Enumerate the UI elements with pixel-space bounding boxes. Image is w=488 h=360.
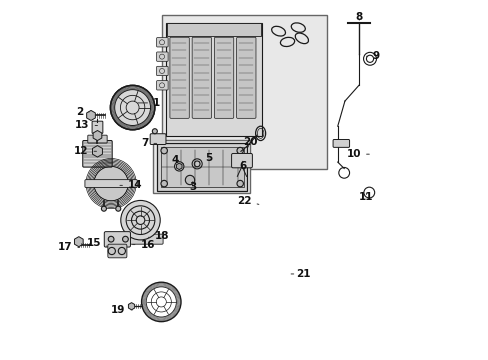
FancyBboxPatch shape bbox=[156, 38, 168, 47]
Text: 15: 15 bbox=[86, 238, 107, 248]
Polygon shape bbox=[74, 237, 83, 247]
FancyBboxPatch shape bbox=[104, 231, 130, 247]
Circle shape bbox=[116, 206, 121, 211]
FancyBboxPatch shape bbox=[166, 23, 261, 136]
Text: 21: 21 bbox=[290, 269, 310, 279]
FancyBboxPatch shape bbox=[118, 234, 163, 244]
Text: 2: 2 bbox=[76, 107, 89, 117]
Text: 12: 12 bbox=[74, 146, 96, 156]
Text: 10: 10 bbox=[346, 149, 368, 159]
FancyBboxPatch shape bbox=[162, 15, 326, 169]
FancyBboxPatch shape bbox=[192, 37, 211, 118]
Text: 13: 13 bbox=[75, 121, 97, 130]
FancyBboxPatch shape bbox=[108, 244, 126, 258]
Polygon shape bbox=[176, 163, 182, 170]
Circle shape bbox=[161, 147, 167, 154]
FancyBboxPatch shape bbox=[231, 153, 252, 168]
Text: 14: 14 bbox=[120, 180, 142, 190]
Circle shape bbox=[108, 236, 114, 242]
Text: 8: 8 bbox=[355, 12, 362, 22]
FancyBboxPatch shape bbox=[82, 140, 112, 167]
Polygon shape bbox=[86, 111, 95, 121]
FancyBboxPatch shape bbox=[166, 23, 261, 36]
Circle shape bbox=[174, 162, 183, 171]
Circle shape bbox=[110, 85, 155, 130]
Circle shape bbox=[121, 201, 160, 240]
Text: 9: 9 bbox=[366, 51, 379, 61]
Circle shape bbox=[237, 147, 243, 154]
Circle shape bbox=[185, 175, 194, 185]
Text: 4: 4 bbox=[171, 155, 183, 165]
Circle shape bbox=[161, 180, 167, 187]
FancyBboxPatch shape bbox=[156, 81, 168, 90]
Circle shape bbox=[122, 236, 128, 242]
Text: 1: 1 bbox=[138, 98, 160, 108]
Text: 11: 11 bbox=[359, 192, 373, 202]
Text: 19: 19 bbox=[111, 305, 132, 315]
Text: 6: 6 bbox=[239, 161, 246, 171]
FancyBboxPatch shape bbox=[88, 135, 107, 143]
FancyBboxPatch shape bbox=[236, 37, 255, 118]
Text: 7: 7 bbox=[141, 139, 156, 148]
FancyBboxPatch shape bbox=[156, 52, 168, 61]
Polygon shape bbox=[128, 303, 134, 310]
FancyBboxPatch shape bbox=[169, 37, 189, 118]
Circle shape bbox=[101, 206, 106, 211]
Text: 16: 16 bbox=[132, 239, 155, 249]
FancyBboxPatch shape bbox=[85, 180, 137, 188]
FancyBboxPatch shape bbox=[150, 134, 165, 144]
FancyBboxPatch shape bbox=[156, 66, 168, 76]
Polygon shape bbox=[93, 131, 102, 140]
FancyBboxPatch shape bbox=[214, 37, 233, 118]
Polygon shape bbox=[92, 145, 102, 157]
Text: 22: 22 bbox=[237, 196, 258, 206]
Text: 20: 20 bbox=[242, 138, 257, 147]
FancyBboxPatch shape bbox=[157, 143, 247, 191]
FancyBboxPatch shape bbox=[92, 121, 102, 134]
Text: 17: 17 bbox=[58, 242, 80, 252]
Circle shape bbox=[152, 129, 157, 134]
Text: 5: 5 bbox=[199, 153, 212, 163]
FancyBboxPatch shape bbox=[332, 139, 349, 147]
Circle shape bbox=[94, 166, 128, 201]
Text: 18: 18 bbox=[148, 231, 169, 240]
FancyBboxPatch shape bbox=[153, 140, 249, 193]
Circle shape bbox=[237, 180, 243, 187]
Text: 3: 3 bbox=[188, 182, 196, 192]
FancyBboxPatch shape bbox=[160, 147, 244, 187]
